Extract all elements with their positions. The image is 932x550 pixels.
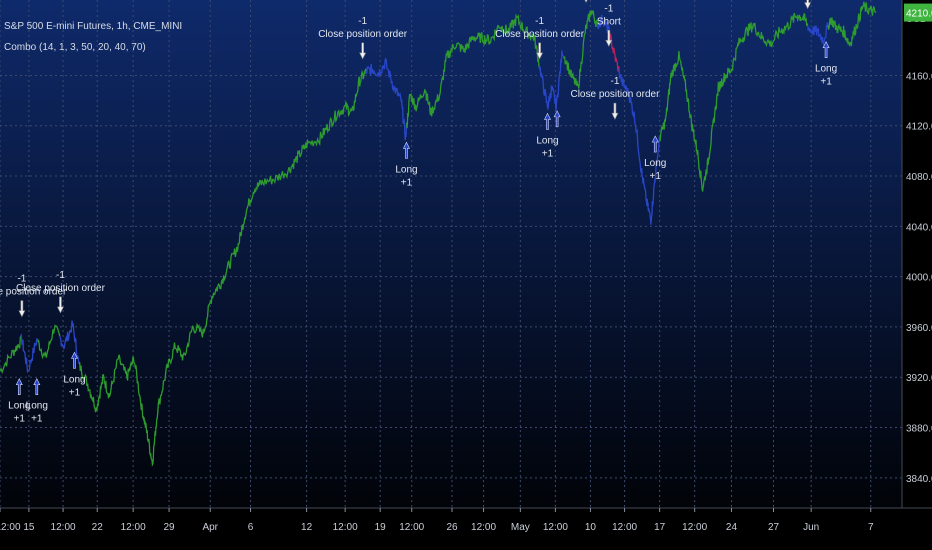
marker-label: -1 [358,16,367,27]
x-tick-label: 12:00 [51,522,76,533]
marker-label: Long [26,401,48,412]
marker-label: +1 [69,387,81,398]
marker-label: -1 [610,76,619,87]
marker-label: Close position order [16,283,106,294]
marker-label: Long [536,135,558,146]
x-tick-label: 27 [768,522,780,533]
x-tick-label: 29 [164,522,176,533]
marker-label: -1 [604,3,613,14]
x-tick-label: 15 [23,522,35,533]
x-tick-label: Apr [202,522,218,533]
marker-label: -1 [56,270,65,281]
y-tick-label: 4040.00 [906,222,932,233]
x-tick-label: 24 [726,522,738,533]
x-tick-label: 12:00 [333,522,358,533]
y-tick-label: 4160.00 [906,71,932,82]
x-axis[interactable]: 12:001512:002212:0029Apr61212:001912:002… [0,508,932,550]
x-tick-label: 12:00 [399,522,424,533]
marker-label: +1 [14,414,26,425]
x-tick-label: May [511,522,530,533]
marker-label: Close position order [570,89,660,100]
x-tick-label: 10 [585,522,597,533]
x-tick-label: 19 [375,522,387,533]
last-price-label: 4210.00 [906,9,932,20]
x-tick-label: 6 [248,522,254,533]
marker-label: Close position order [495,29,585,40]
marker-label: Close position order [318,29,408,40]
marker-label: Long [63,374,85,385]
y-tick-label: 3880.00 [906,424,932,435]
x-tick-label: 26 [446,522,458,533]
marker-label: +1 [31,414,43,425]
x-tick-label: 12:00 [0,522,21,533]
marker-label: Short [597,16,621,27]
x-tick-label: Jun [803,522,819,533]
marker-label: +1 [542,148,554,159]
legend-indicator: Combo (14, 1, 3, 50, 20, 40, 70) [4,42,146,53]
x-tick-label: 17 [654,522,666,533]
marker-label: Long [815,64,837,75]
marker-label: +1 [820,77,832,88]
y-axis[interactable]: USD3840.003880.003920.003960.004000.0040… [902,0,932,550]
x-tick-label: 12:00 [682,522,707,533]
y-tick-label: 3840.00 [906,474,932,485]
marker-label: +1 [650,171,662,182]
y-tick-label: 4120.00 [906,122,932,133]
y-tick-label: 4080.00 [906,172,932,183]
x-tick-label: 7 [868,522,874,533]
marker-label: +1 [401,177,413,188]
y-tick-label: 3960.00 [906,323,932,334]
y-tick-label: 3920.00 [906,373,932,384]
marker-label: -1 [535,16,544,27]
x-tick-label: 12 [301,522,313,533]
x-tick-label: 22 [92,522,104,533]
x-tick-label: 12:00 [543,522,568,533]
y-tick-label: 4000.00 [906,273,932,284]
legend-symbol: S&P 500 E-mini Futures, 1h, CME_MINI [4,21,182,32]
marker-label: Long [644,158,666,169]
marker-label: Long [395,164,417,175]
x-tick-label: 12:00 [612,522,637,533]
x-tick-label: 12:00 [121,522,146,533]
x-tick-label: 12:00 [471,522,496,533]
